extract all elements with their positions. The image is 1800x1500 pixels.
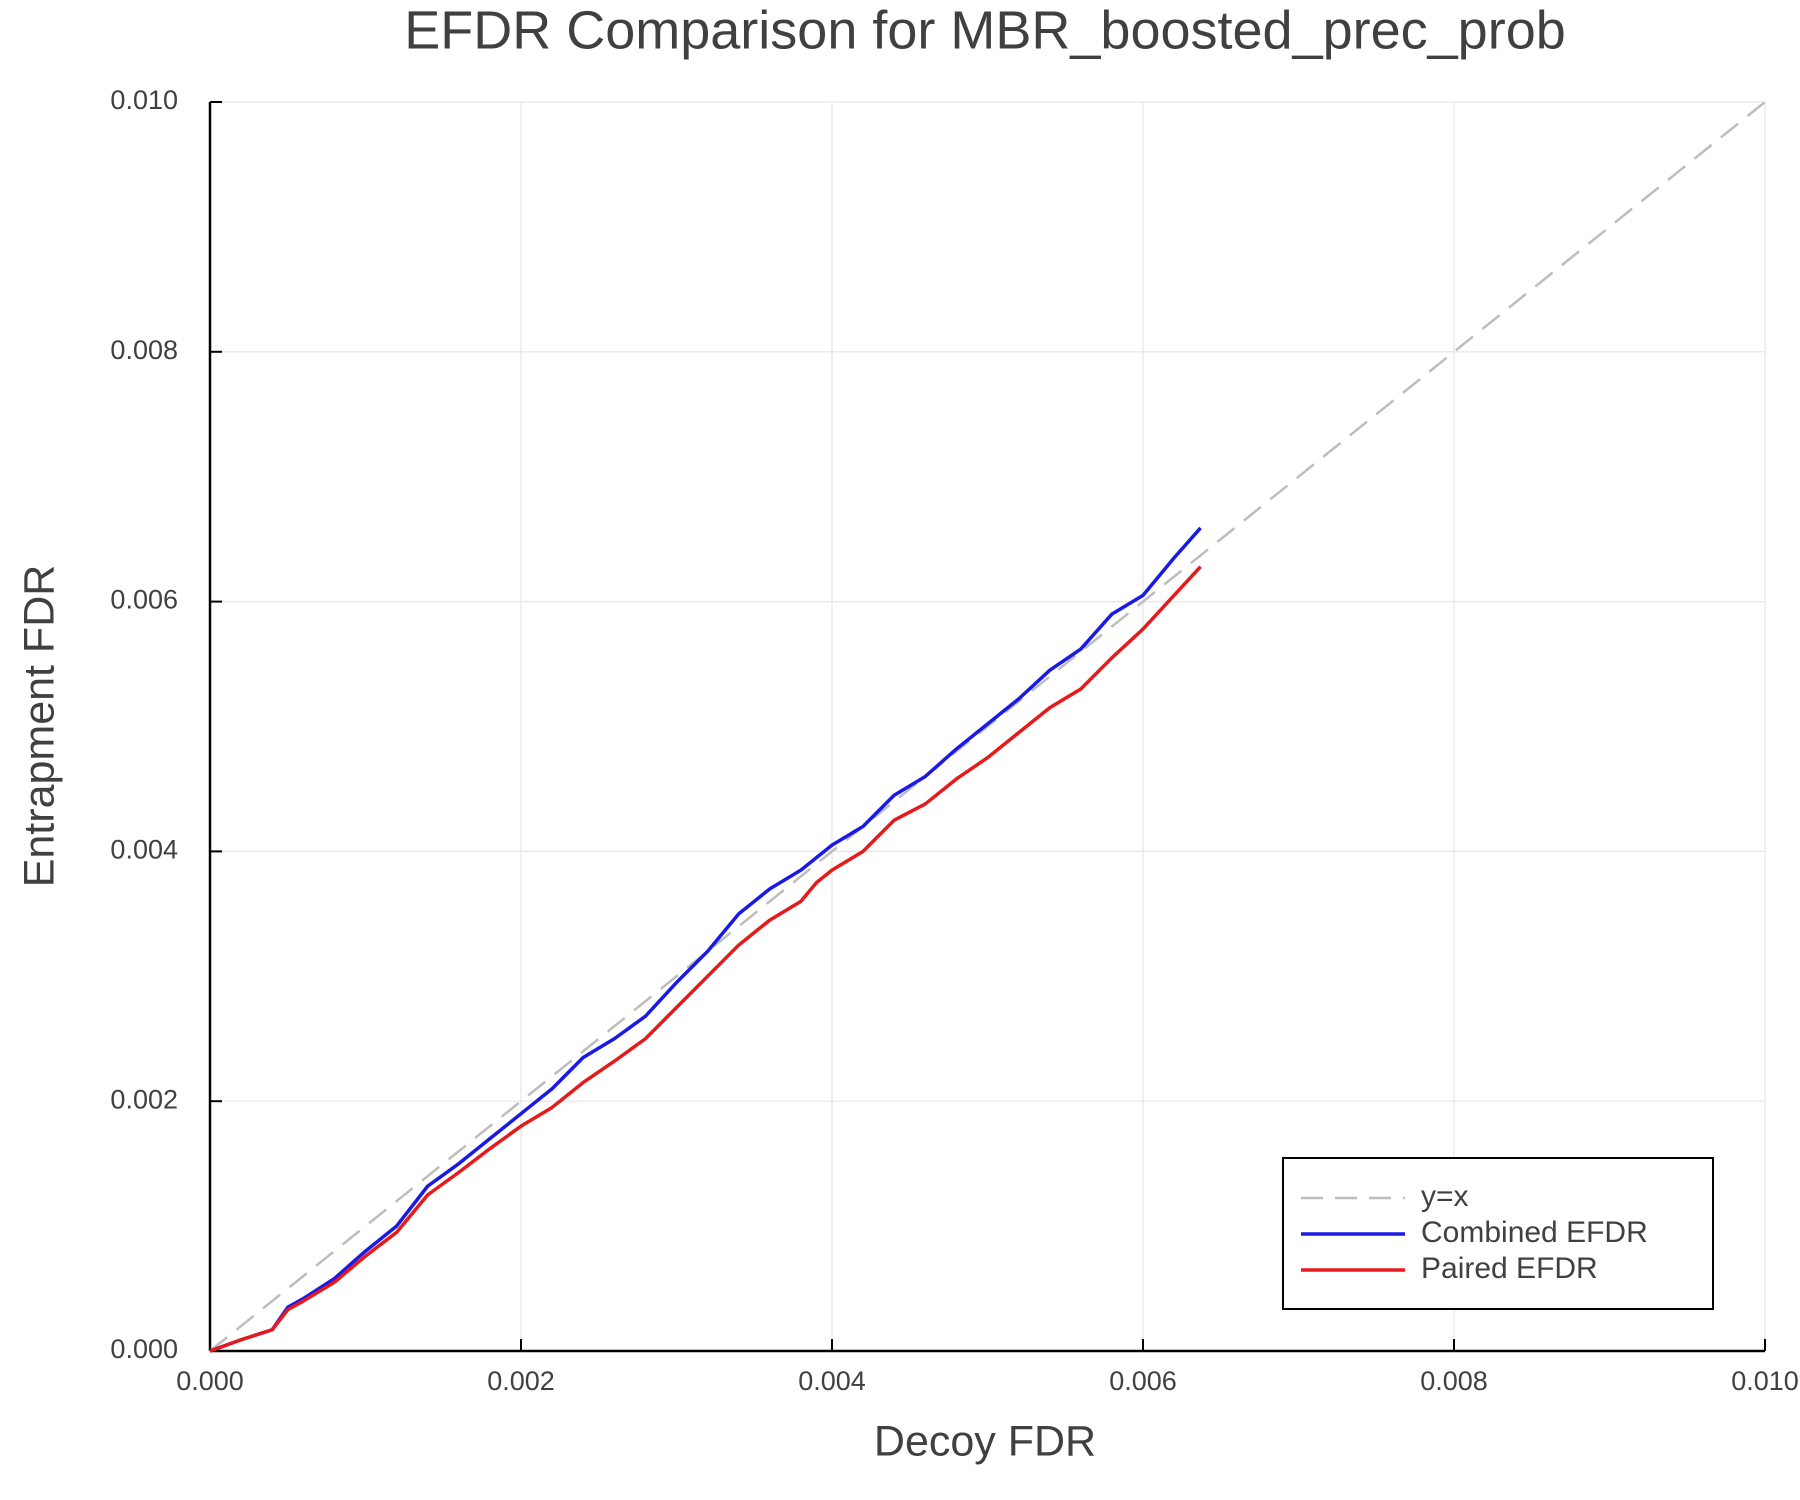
series-line [209, 565, 1202, 1353]
y-tick-label: 0.004 [110, 835, 178, 865]
y-tick-label: 0.006 [110, 585, 178, 615]
series-line [209, 526, 1202, 1353]
legend-label: Paired EFDR [1421, 1252, 1598, 1285]
y-tick-label: 0.000 [110, 1334, 178, 1364]
legend-label: Combined EFDR [1421, 1216, 1648, 1249]
x-tick-label: 0.010 [1731, 1366, 1799, 1396]
series-line [209, 101, 1766, 1352]
y-tick-label: 0.010 [110, 85, 178, 115]
y-axis-label: Entrapment FDR [15, 565, 63, 888]
x-tick-label: 0.006 [1109, 1366, 1177, 1396]
y-tick-label: 0.008 [110, 335, 178, 365]
y-tick-label: 0.002 [110, 1084, 178, 1114]
x-tick-label: 0.000 [176, 1366, 244, 1396]
x-tick-label: 0.004 [798, 1366, 866, 1396]
x-axis-label: Decoy FDR [874, 1417, 1096, 1465]
x-tick-label: 0.008 [1420, 1366, 1488, 1396]
x-tick-label: 0.002 [487, 1366, 555, 1396]
chart-title: EFDR Comparison for MBR_boosted_prec_pro… [404, 0, 1566, 60]
legend-label: y=x [1421, 1180, 1469, 1213]
